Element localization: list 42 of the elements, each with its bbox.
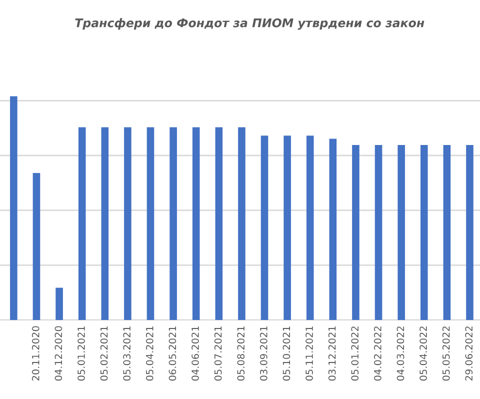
bar [124, 127, 132, 320]
bar [101, 127, 109, 320]
x-tick-label: 05.07.2021 [214, 326, 222, 381]
bar [284, 136, 291, 320]
x-tick-label: 04.06.2021 [192, 326, 199, 381]
x-tick-label: 20.11.2020 [32, 326, 40, 381]
chart-title: Трансфери до Фондот за ПИОМ утврдени со закон [75, 18, 424, 30]
bar [374, 144, 382, 320]
x-tick-label: 05.08.2021 [237, 326, 245, 381]
x-tick-label: 05.11.2021 [306, 326, 313, 381]
bar [10, 96, 18, 320]
bar [260, 136, 268, 320]
bar [32, 172, 40, 320]
bar [352, 144, 360, 320]
bar [56, 288, 63, 320]
bar [238, 127, 246, 320]
x-tick-label: 03.09.2021 [260, 326, 268, 381]
x-tick-label: 29.06.2022 [465, 326, 473, 381]
bar [146, 127, 154, 320]
bar [466, 144, 474, 320]
x-tick-label: 03.12.2021 [328, 326, 336, 381]
x-tick-label: 05.01.2021 [78, 326, 85, 381]
bar [170, 127, 177, 320]
x-tick-label: 04.12.2020 [54, 326, 62, 381]
bar [443, 144, 451, 320]
bar [192, 127, 200, 320]
x-tick-label: 04.02.2022 [374, 326, 382, 381]
bar [215, 127, 223, 320]
bar [78, 127, 86, 320]
bar [329, 138, 337, 320]
x-tick-label: 05.10.2021 [282, 326, 290, 381]
x-tick-label: 05.04.2021 [146, 326, 154, 381]
bar [398, 144, 405, 320]
x-tick-label: 05.03.2021 [123, 326, 131, 381]
x-tick-label: 05.02.2021 [100, 326, 108, 381]
x-tick-label: 04.03.2022 [396, 326, 404, 381]
x-tick-label: 05.05.2022 [442, 326, 450, 381]
x-tick-label: 06.05.2021 [168, 326, 176, 381]
x-tick-label: 05.01.2022 [351, 326, 359, 381]
bar [306, 136, 314, 320]
x-tick-label: 05.04.2022 [420, 326, 427, 381]
bar [420, 144, 428, 320]
